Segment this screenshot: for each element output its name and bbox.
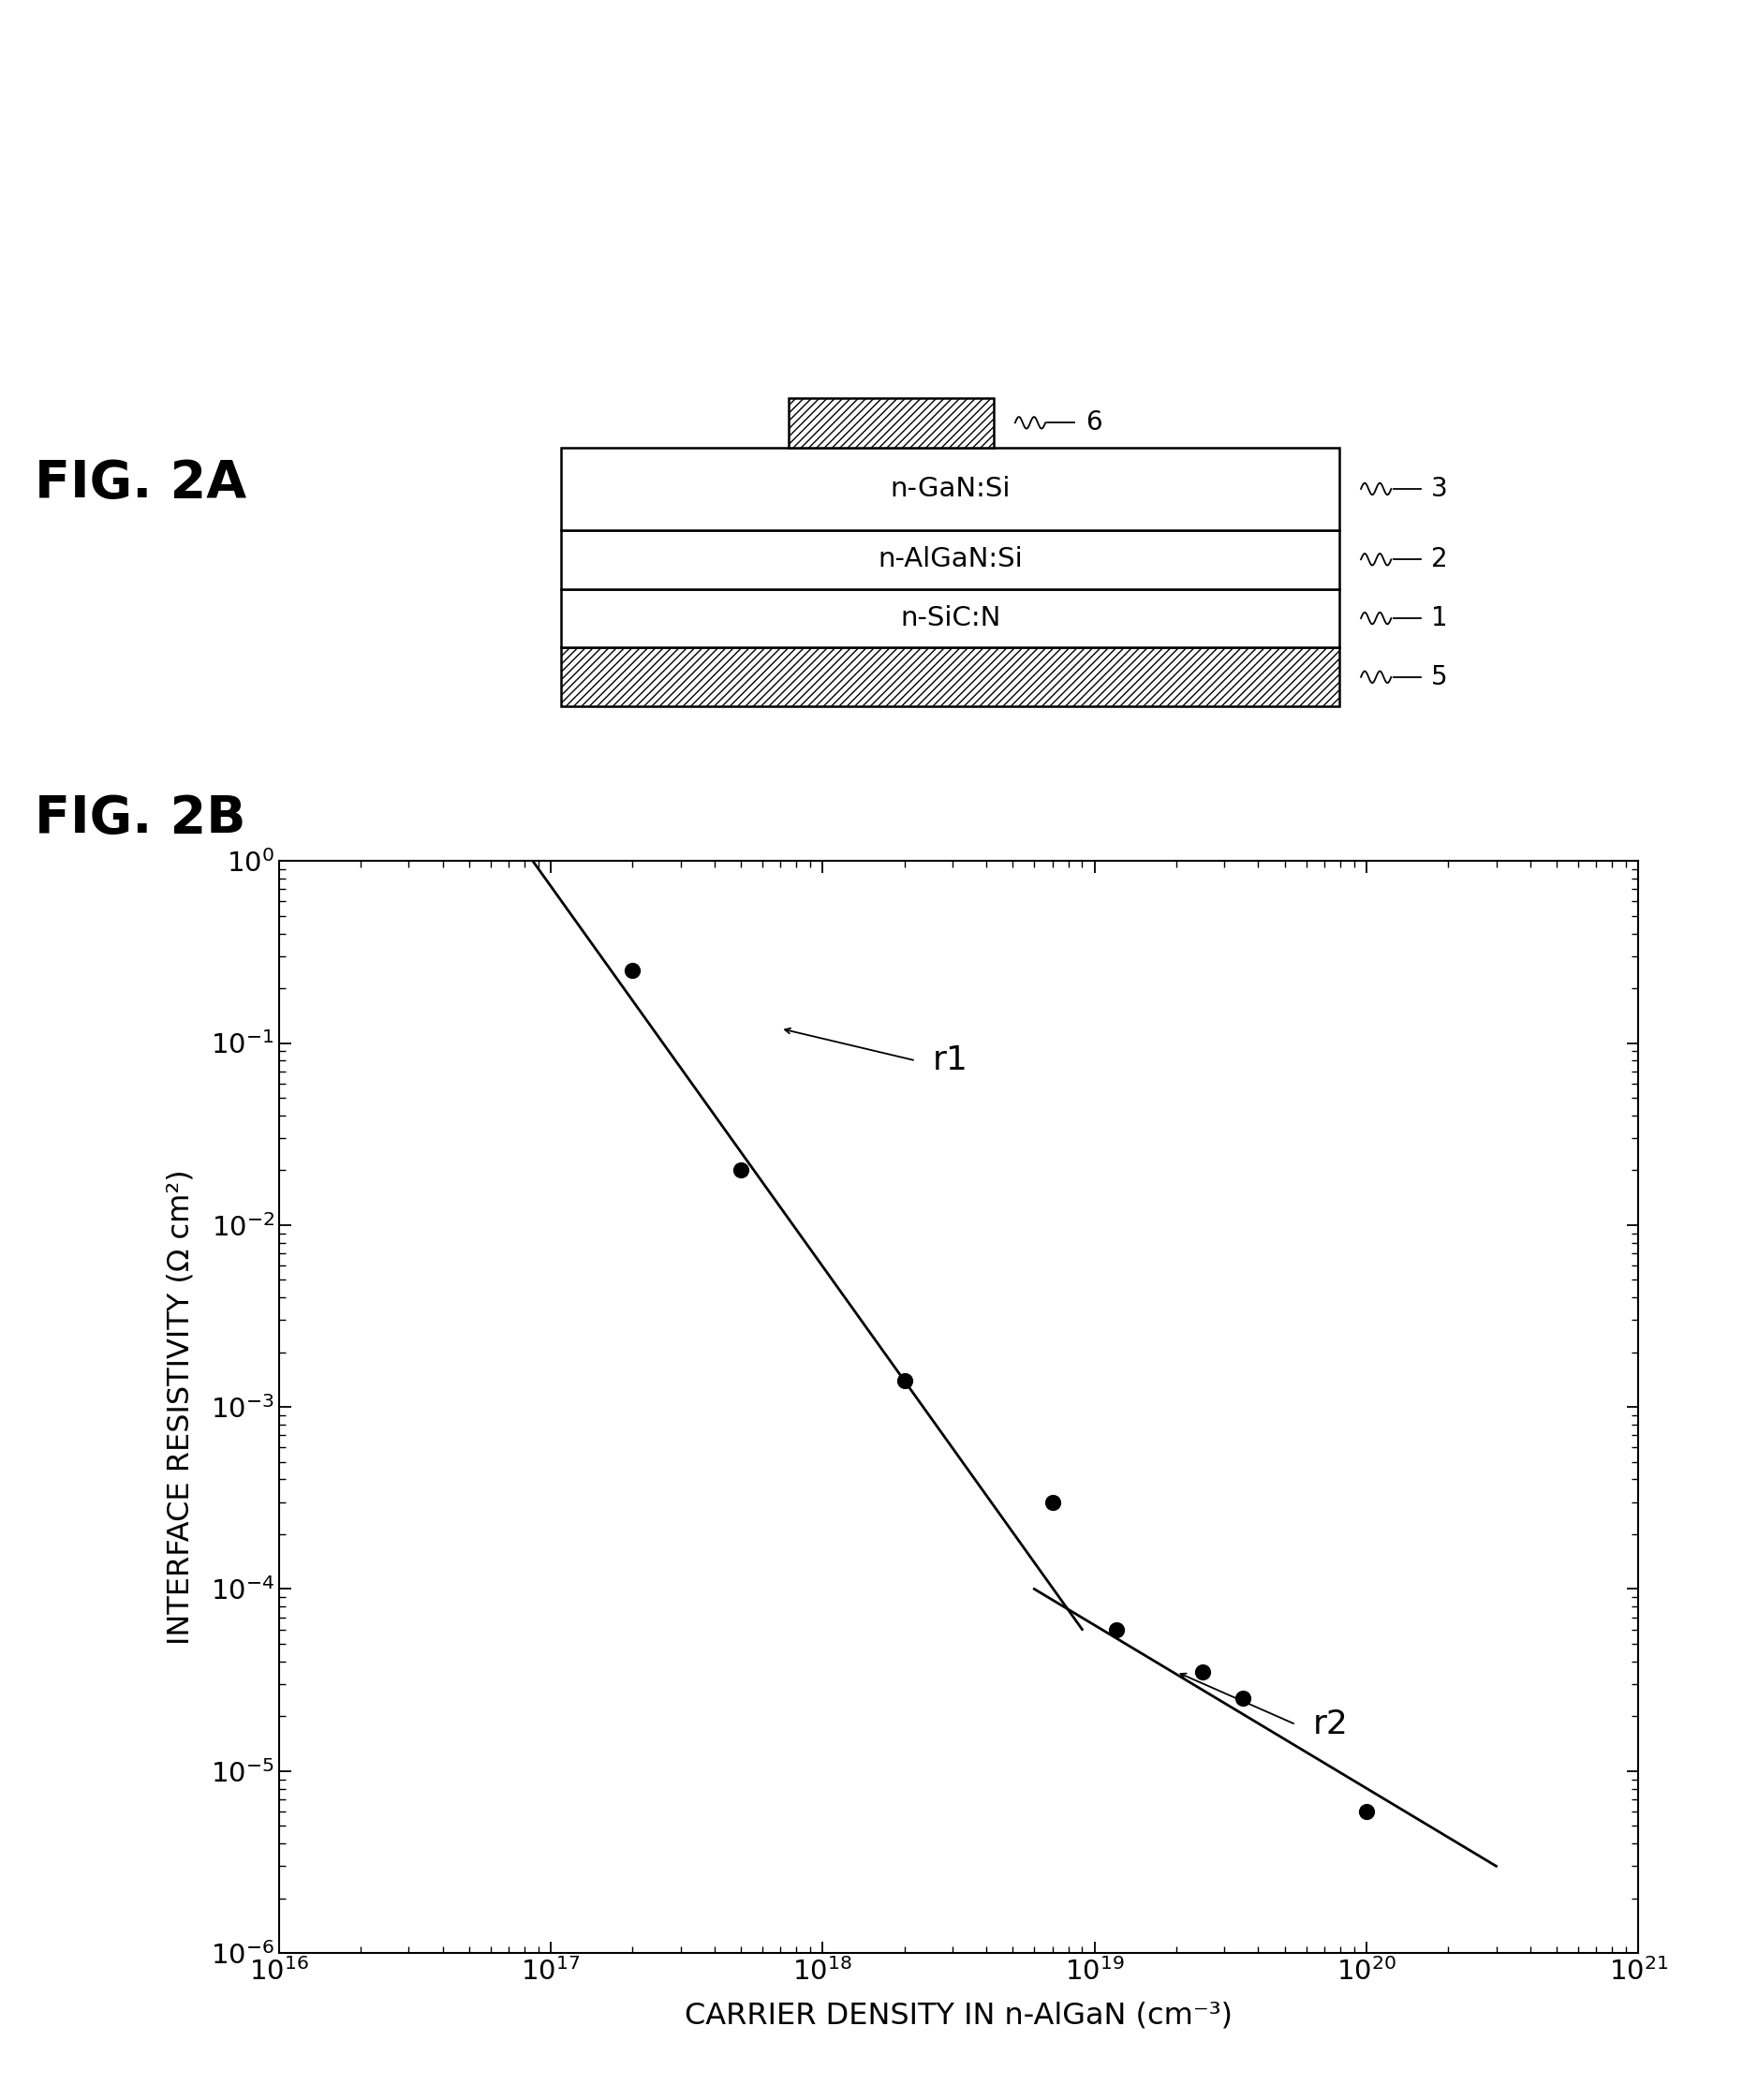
Point — [1189, 1655, 1217, 1688]
Text: 3: 3 — [1431, 477, 1448, 502]
Text: 2: 2 — [1431, 546, 1448, 573]
Text: FIG. 2B: FIG. 2B — [35, 794, 246, 844]
Text: 1: 1 — [1431, 605, 1448, 632]
Text: 5: 5 — [1431, 664, 1448, 691]
Text: r1: r1 — [933, 1044, 967, 1077]
Text: r2: r2 — [1312, 1709, 1347, 1741]
X-axis label: CARRIER DENSITY IN n-AlGaN (cm⁻³): CARRIER DENSITY IN n-AlGaN (cm⁻³) — [685, 2001, 1232, 2031]
Text: n-AlGaN:Si: n-AlGaN:Si — [878, 546, 1023, 573]
Y-axis label: INTERFACE RESISTIVITY (Ω cm²): INTERFACE RESISTIVITY (Ω cm²) — [166, 1170, 195, 1644]
Bar — [561, 447, 1339, 529]
Text: FIG. 2A: FIG. 2A — [35, 458, 248, 508]
Bar — [561, 588, 1339, 647]
Point — [1102, 1613, 1129, 1646]
Text: n-SiC:N: n-SiC:N — [899, 605, 1000, 632]
Bar — [788, 397, 994, 447]
Point — [891, 1363, 919, 1397]
Text: 6: 6 — [1086, 410, 1102, 437]
Point — [619, 953, 647, 987]
Point — [727, 1153, 755, 1186]
Text: n-GaN:Si: n-GaN:Si — [891, 477, 1011, 502]
Bar — [561, 529, 1339, 588]
Point — [1039, 1485, 1067, 1518]
Point — [1229, 1682, 1257, 1716]
Point — [1353, 1796, 1380, 1829]
Bar — [561, 647, 1339, 706]
